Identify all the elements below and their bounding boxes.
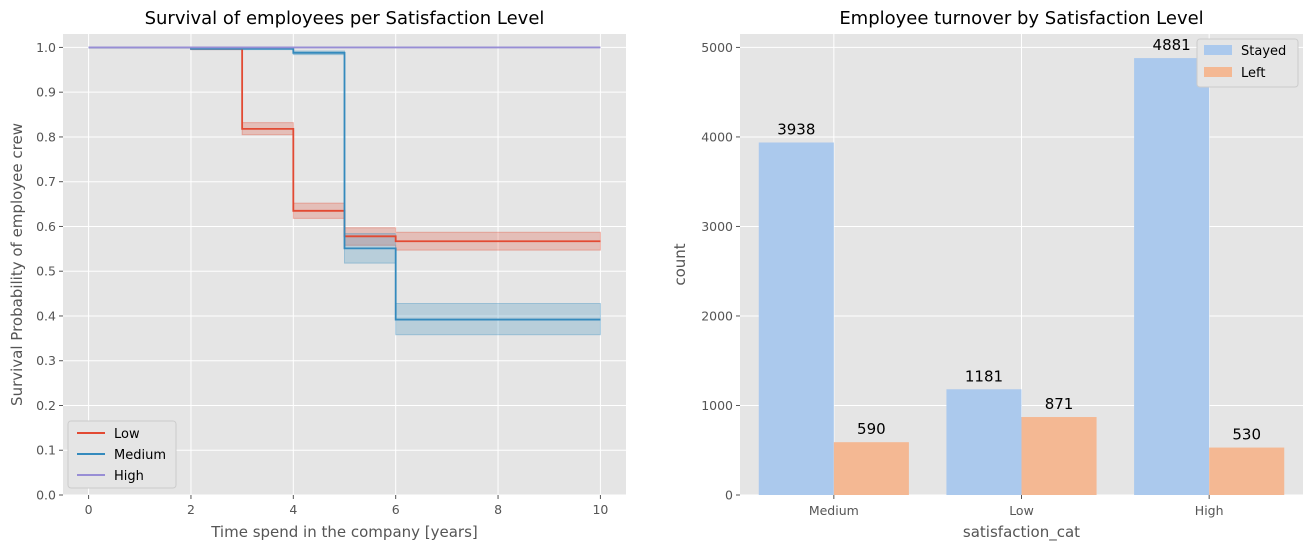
x-tick-label: 2 — [187, 502, 195, 517]
x-tick-label: Medium — [809, 503, 859, 518]
x-tick-label: Low — [1009, 503, 1034, 518]
y-tick-label: 4000 — [701, 129, 733, 144]
turnover-bar-labels: 3938 1181 4881 590 871 530 — [777, 36, 1261, 443]
turnover-chart-title: Employee turnover by Satisfaction Level — [839, 8, 1203, 29]
bar-value-label: 1181 — [965, 367, 1003, 385]
survival-chart: 0.0 0.1 0.2 0.3 0.4 0.5 0.6 0.7 0.8 0.9 1.0 0 2 4 6 8 1… — [8, 8, 626, 541]
x-tick-label: 10 — [592, 502, 608, 517]
survival-x-axis-label: Time spend in the company [years] — [210, 523, 478, 541]
survival-series-lines — [88, 46, 601, 321]
x-tick-label: 8 — [494, 502, 502, 517]
y-tick-label: 5000 — [701, 40, 733, 55]
survival-chart-title: Survival of employees per Satisfaction L… — [145, 8, 545, 29]
legend-label-high: High — [114, 469, 144, 484]
bar-value-label: 590 — [857, 420, 886, 438]
x-tick-label: 0 — [85, 502, 93, 517]
y-tick-label: 0 — [725, 488, 733, 503]
legend-label-low: Low — [114, 427, 140, 442]
bar-left-high — [1209, 447, 1285, 495]
y-tick-label: 0.7 — [36, 174, 56, 189]
turnover-y-axis-label: count — [671, 243, 689, 285]
bar-stayed-medium — [758, 142, 834, 496]
survival-legend: Low Medium High — [67, 420, 177, 489]
y-tick-label: 0.9 — [36, 85, 56, 100]
y-tick-label: 1000 — [701, 398, 733, 413]
bar-value-label: 4881 — [1153, 36, 1191, 54]
bar-stayed-high — [1134, 58, 1210, 495]
turnover-legend: Stayed Left — [1196, 38, 1299, 88]
legend-swatch-left — [1204, 67, 1232, 77]
y-tick-label: 3000 — [701, 219, 733, 234]
bar-value-label: 871 — [1045, 395, 1074, 413]
y-tick-label: 0.1 — [36, 443, 56, 458]
y-tick-label: 0.6 — [36, 219, 56, 234]
y-tick-label: 0.2 — [36, 398, 56, 413]
turnover-y-ticks: 0 1000 2000 3000 4000 5000 — [701, 40, 740, 503]
turnover-x-axis-label: satisfaction_cat — [963, 523, 1080, 542]
y-tick-label: 0.5 — [36, 264, 56, 279]
bar-value-label: 530 — [1232, 426, 1261, 444]
legend-swatch-stayed — [1204, 45, 1232, 55]
survival-y-ticks: 0.0 0.1 0.2 0.3 0.4 0.5 0.6 0.7 0.8 0.9 1.0 — [36, 40, 63, 503]
x-tick-label: 6 — [392, 502, 400, 517]
legend-label-left: Left — [1241, 66, 1265, 81]
survival-x-ticks: 0 2 4 6 8 10 — [85, 495, 608, 517]
y-tick-label: 0.8 — [36, 129, 56, 144]
y-tick-label: 0.4 — [36, 308, 56, 323]
x-tick-label: 4 — [289, 502, 297, 517]
bar-value-label: 3938 — [777, 120, 815, 138]
survival-legend-box — [67, 420, 177, 489]
legend-label-stayed: Stayed — [1241, 44, 1286, 59]
bar-stayed-low — [946, 389, 1022, 495]
y-tick-label: 0.3 — [36, 353, 56, 368]
x-tick-label: High — [1195, 503, 1224, 518]
bar-left-low — [1021, 417, 1097, 495]
turnover-chart: 3938 1181 4881 590 871 530 0 1000 2000 3000 4000 5… — [671, 8, 1303, 542]
legend-label-medium: Medium — [114, 448, 166, 463]
bar-left-medium — [833, 442, 909, 495]
turnover-x-ticks: Medium Low High — [809, 495, 1224, 518]
y-tick-label: 0.0 — [36, 488, 56, 503]
survival-y-axis-label: Survival Probability of employee crew — [8, 123, 26, 406]
y-tick-label: 1.0 — [36, 40, 56, 55]
turnover-bars — [758, 58, 1285, 496]
y-tick-label: 2000 — [701, 308, 733, 323]
